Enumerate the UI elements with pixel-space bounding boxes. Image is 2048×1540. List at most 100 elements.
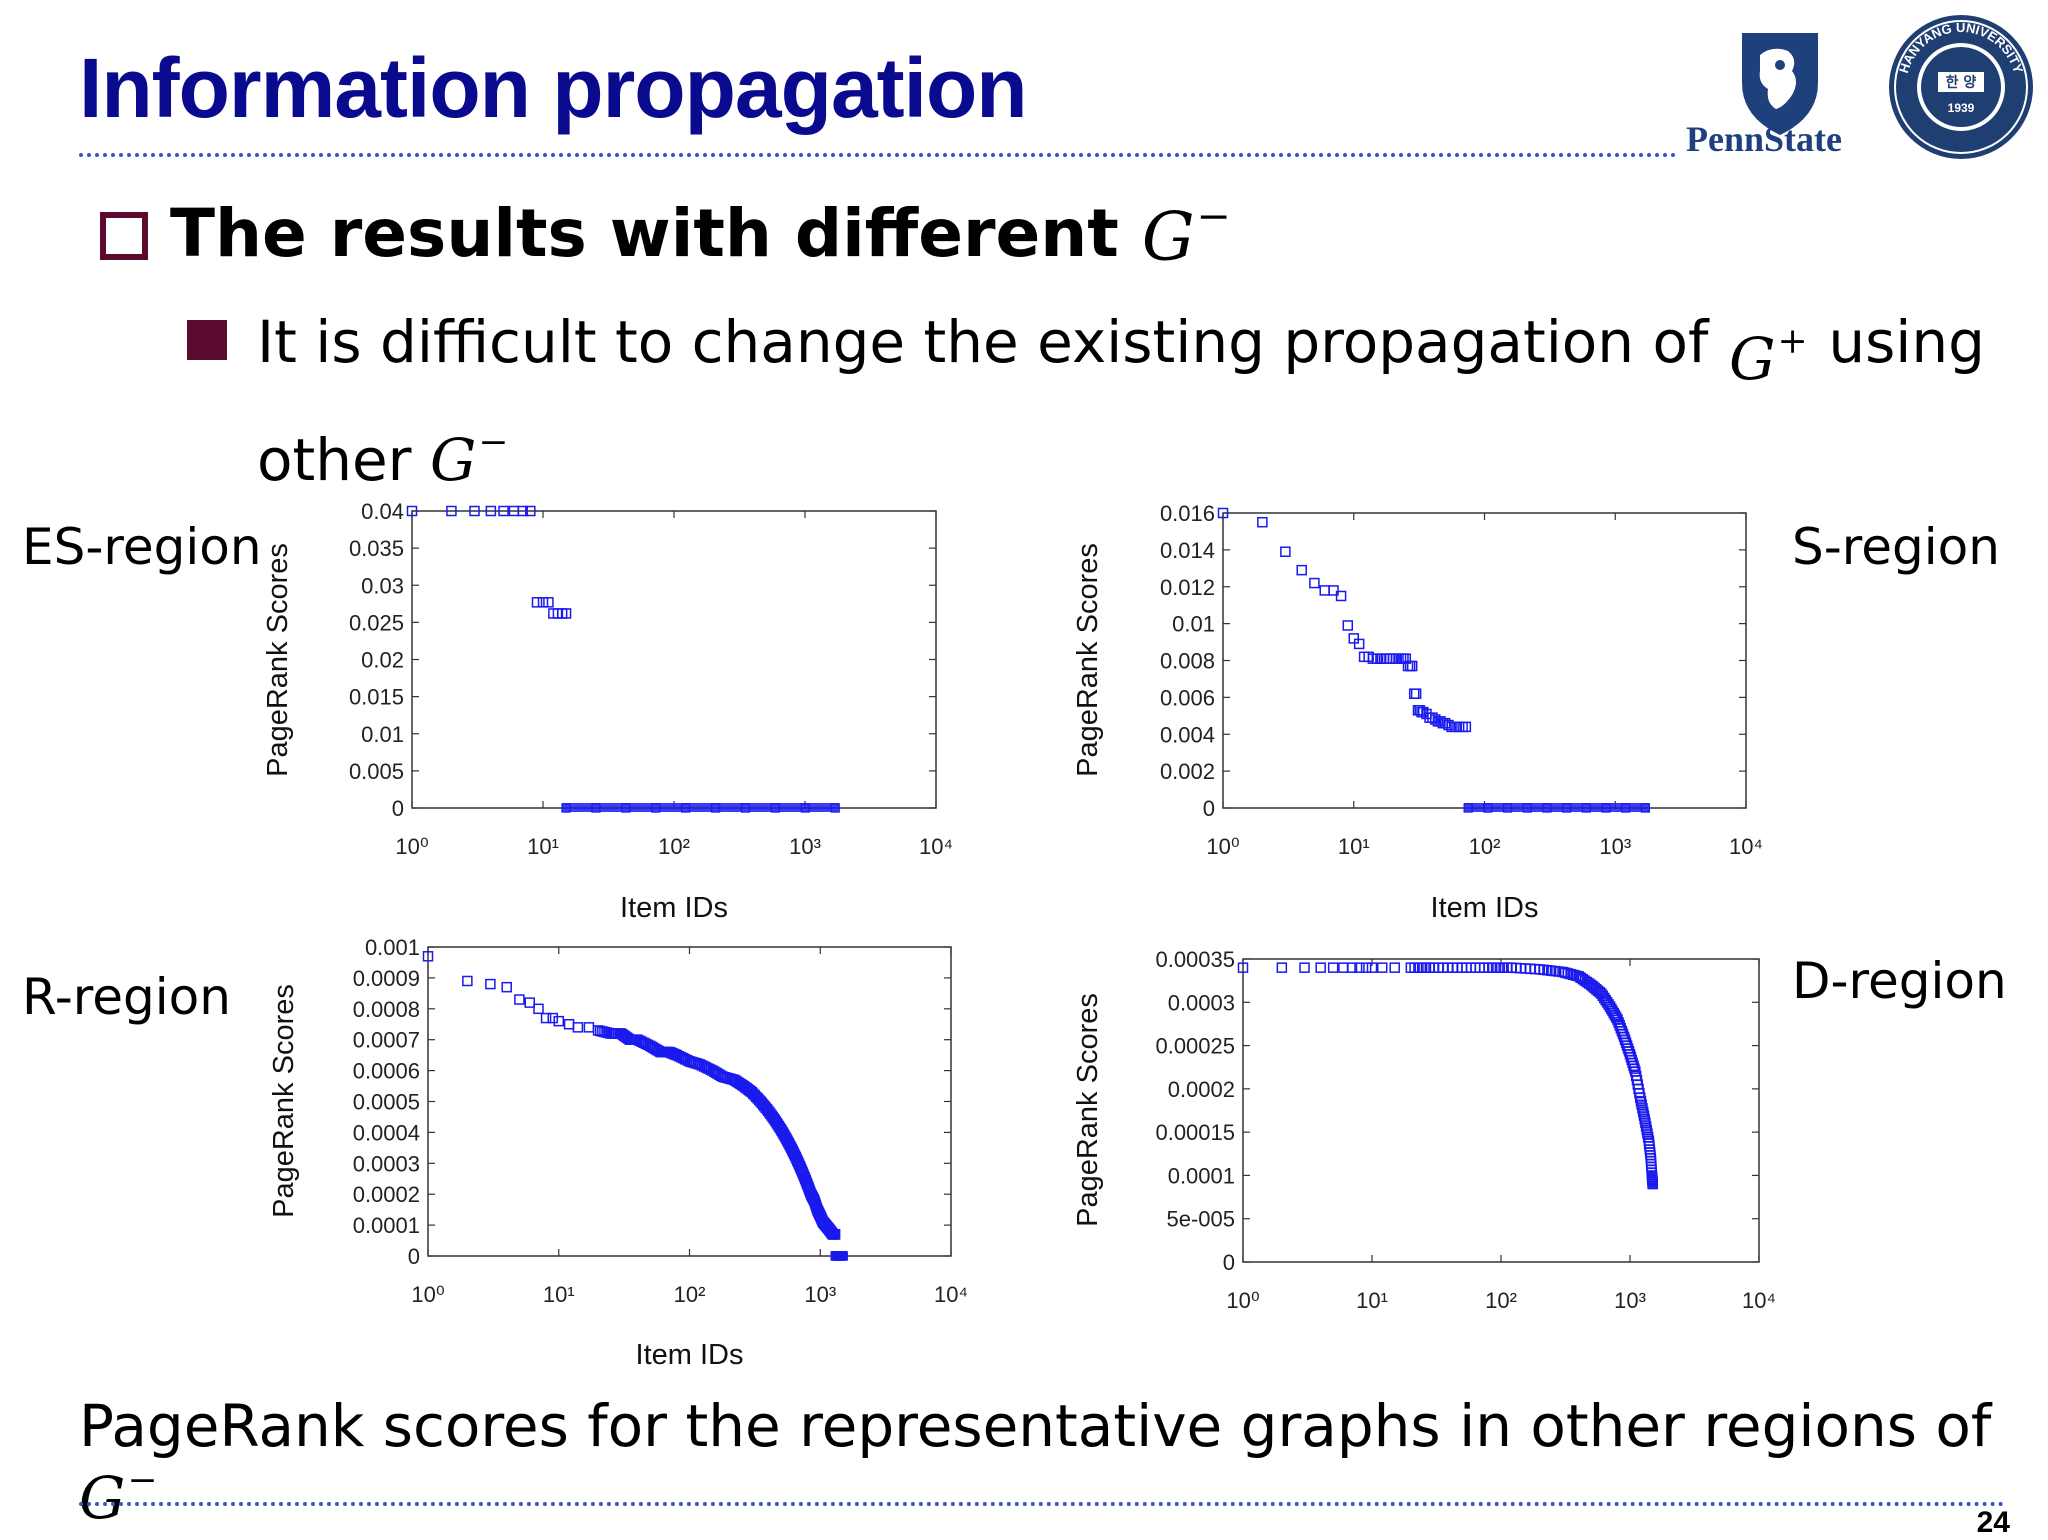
y-tick-label: 0.0002 [1168, 1077, 1235, 1102]
y-tick-label: 0.02 [361, 648, 404, 673]
data-point [1354, 962, 1365, 973]
x-tick-label: 10⁰ [395, 834, 428, 859]
data-point [710, 803, 721, 813]
data-point [1627, 1057, 1638, 1069]
x-tick-label: 10³ [804, 1282, 836, 1307]
data-point [469, 505, 480, 517]
data-point [533, 1003, 544, 1015]
x-tick-label: 10⁴ [1742, 1288, 1776, 1313]
x-tick-label: 10⁴ [1729, 834, 1763, 859]
y-tick-label: 0.00035 [1155, 947, 1235, 972]
data-point [1460, 721, 1472, 733]
data-point [1389, 962, 1400, 973]
region-label-es: ES-region [22, 518, 262, 576]
data-point [1561, 803, 1572, 813]
plot-frame [427, 946, 952, 1257]
data-point [1280, 546, 1291, 557]
heading-math: G− [1141, 192, 1231, 276]
pennstate-logo-text: PennState [1686, 119, 1842, 159]
bullet-math-gminus: G− [429, 421, 509, 494]
data-point [1443, 719, 1454, 731]
bullet-text-part1: It is difficult to change the existing p… [257, 308, 1709, 376]
data-point [1366, 962, 1378, 973]
data-point [621, 803, 631, 813]
plot-frame [1242, 958, 1760, 1263]
bullet-text-part3: other [257, 425, 412, 494]
y-tick-label: 0.01 [361, 722, 404, 747]
bullet-math-gplus: G+ [1729, 321, 1808, 393]
y-tick-label: 0.005 [349, 759, 404, 784]
y-tick-label: 0.0006 [353, 1059, 420, 1084]
y-tick-label: 0.006 [1160, 685, 1215, 710]
x-tick-label: 10⁰ [411, 1282, 444, 1307]
data-point [561, 803, 571, 813]
data-point [517, 505, 528, 517]
chart-2: 10⁰ 10¹ 10² 10³ 10⁴ 0 0.002 0.004 0.006 0.008 0.01… [1072, 501, 1763, 924]
data-point [1257, 516, 1268, 528]
y-tick-label: 0.008 [1160, 649, 1215, 674]
data-point [446, 505, 457, 517]
data-point [838, 1251, 848, 1261]
hanyang-year-text: 1939 [1948, 101, 1975, 115]
y-tick-label: 0.001 [365, 935, 420, 960]
data-point [1439, 717, 1451, 729]
zero-score-markers [1464, 803, 1650, 812]
data-point [1296, 564, 1307, 576]
data-point [1581, 803, 1591, 813]
region-label-r: R-region [22, 968, 231, 1026]
zero-score-markers [562, 803, 840, 812]
y-tick-label: 0.00015 [1155, 1120, 1235, 1145]
data-point [485, 978, 496, 990]
chart-1: 10⁰ 10¹ 10² 10³ 10⁴ 0 0.005 0.01 0.015 0.02 0.025 0… [262, 499, 953, 924]
y-axis-label: PageRank Scores [1072, 543, 1104, 777]
data-point [1640, 803, 1651, 813]
y-tick-label: 0.0001 [1168, 1163, 1235, 1188]
y-tick-label: 0.00025 [1155, 1034, 1235, 1059]
data-point [1483, 803, 1493, 813]
plot-frame [1222, 512, 1747, 809]
data-point [531, 597, 543, 608]
data-point [572, 1022, 584, 1033]
data-point [1335, 590, 1347, 602]
y-axis-label: PageRank Scores [262, 543, 294, 777]
data-point [1342, 620, 1354, 631]
figure-caption: PageRank scores for the representative g… [79, 1392, 1992, 1532]
data-point [1217, 507, 1229, 519]
data-point [501, 981, 512, 993]
data-point [1410, 688, 1422, 699]
data-point [681, 803, 691, 813]
y-tick-label: 0.016 [1160, 501, 1215, 526]
data-point [553, 1015, 564, 1027]
y-tick-label: 0.0004 [353, 1120, 420, 1145]
data-point [830, 803, 840, 813]
data-point [498, 505, 509, 517]
caption-math: G− [79, 1460, 158, 1532]
hanyang-seal-icon: HANYANG UNIVERSITY 한 양 1939 [1889, 15, 2033, 159]
data-point [560, 608, 572, 619]
data-point [651, 803, 661, 813]
y-tick-label: 0 [408, 1244, 420, 1269]
plot-frame [411, 510, 937, 809]
heading-text: The results with different [170, 195, 1119, 273]
data-point [770, 803, 781, 813]
slide-title: Information propagation [79, 41, 1028, 135]
x-axis-label: Item IDs [620, 892, 728, 924]
region-label-s: S-region [1792, 518, 2000, 576]
data-point [1634, 1087, 1645, 1099]
data-point [1299, 962, 1310, 973]
data-point [1309, 577, 1320, 589]
y-tick-label: 0.002 [1160, 759, 1215, 784]
x-tick-label: 10² [658, 834, 690, 859]
y-tick-label: 0.03 [361, 573, 404, 598]
y-tick-label: 5e-005 [1166, 1207, 1235, 1232]
y-tick-label: 0 [1223, 1250, 1235, 1275]
data-point [740, 803, 751, 813]
data-point [1348, 633, 1359, 644]
data-point [1591, 984, 1602, 995]
x-tick-label: 10³ [1599, 834, 1631, 859]
chart-3: 10⁰ 10¹ 10² 10³ 10⁴ 0 0.0001 0.0002 0.0003 0.0004… [268, 935, 968, 1371]
y-tick-label: 0.0003 [353, 1151, 420, 1176]
hanyang-korean-text: 한 양 [1946, 75, 1977, 91]
title-divider [79, 153, 1677, 157]
